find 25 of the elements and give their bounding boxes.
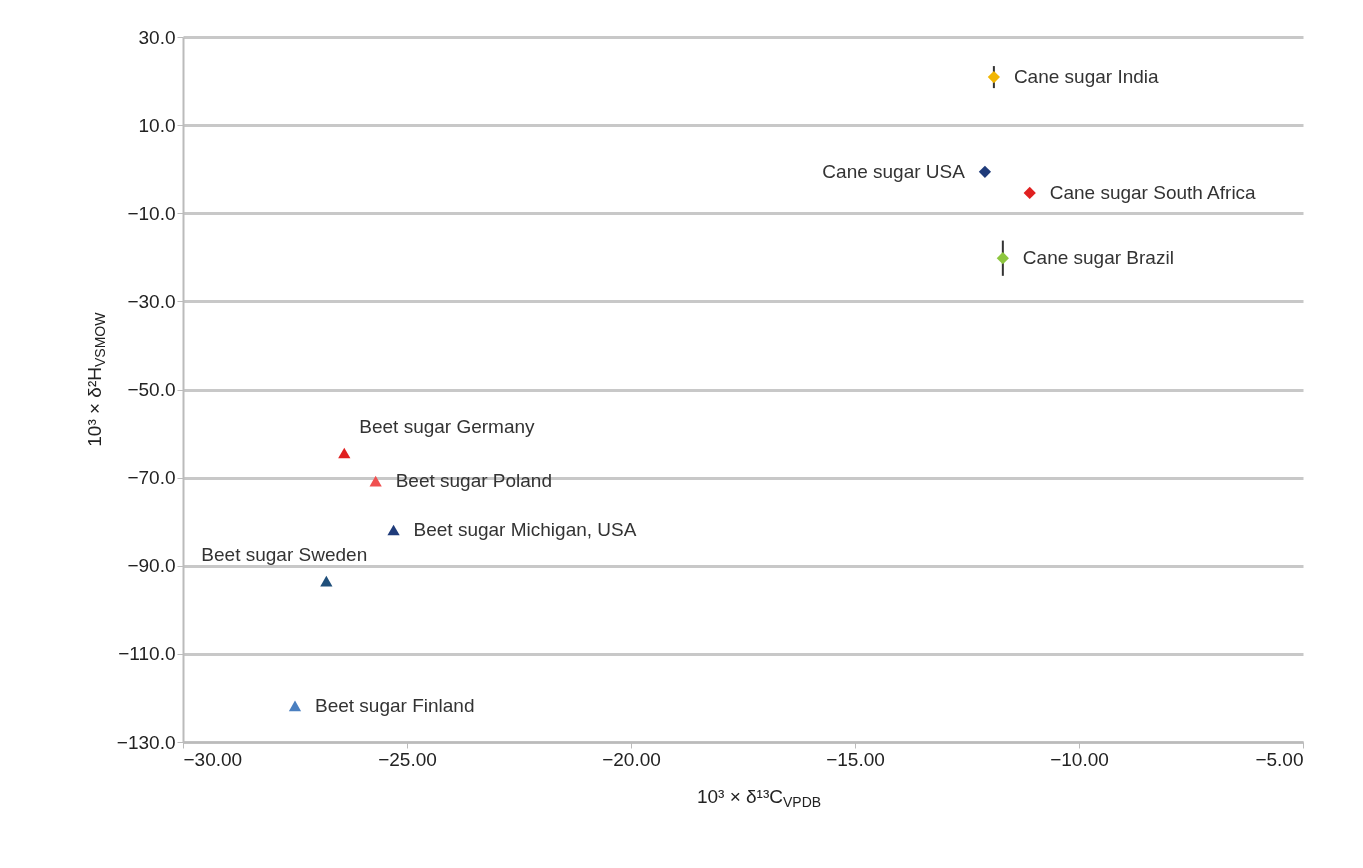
series-label: Cane sugar India — [1013, 66, 1160, 88]
y-tick-label: −90.0 — [127, 555, 176, 577]
y-tick-label: −50.0 — [127, 379, 176, 400]
x-tick-label: −25.00 — [378, 748, 437, 770]
y-tick-label: −130.0 — [116, 731, 176, 753]
y-tick-label: −10.0 — [127, 202, 176, 224]
x-tick-label: −30.00 — [183, 748, 243, 770]
y-tick-label: −70.0 — [127, 467, 176, 489]
series-label: Beet sugar Poland — [395, 470, 552, 492]
series-label: Cane sugar USA — [822, 160, 966, 182]
y-tick-label: −30.0 — [127, 290, 176, 312]
y-tick-label: 30.0 — [138, 26, 176, 48]
series-label: Beet sugar Finland — [315, 694, 475, 716]
y-axis-title: 10³ × δ²HVSMOW — [84, 311, 108, 447]
y-tick-label: −110.0 — [118, 643, 176, 665]
x-tick-label: −5.00 — [1255, 748, 1304, 770]
series-label: Cane sugar Brazil — [1022, 247, 1174, 269]
y-tick-label: 10.0 — [138, 114, 176, 136]
x-tick-label: −15.00 — [826, 748, 885, 770]
series-label: Cane sugar South Africa — [1049, 181, 1257, 203]
series-label: Beet sugar Germany — [359, 415, 536, 437]
x-tick-label: −20.00 — [602, 748, 661, 770]
x-tick-label: −10.00 — [1050, 748, 1109, 770]
text: Beet sugar Sweden — [201, 544, 368, 566]
series-label: Beet sugar Michigan, USA — [413, 519, 637, 541]
